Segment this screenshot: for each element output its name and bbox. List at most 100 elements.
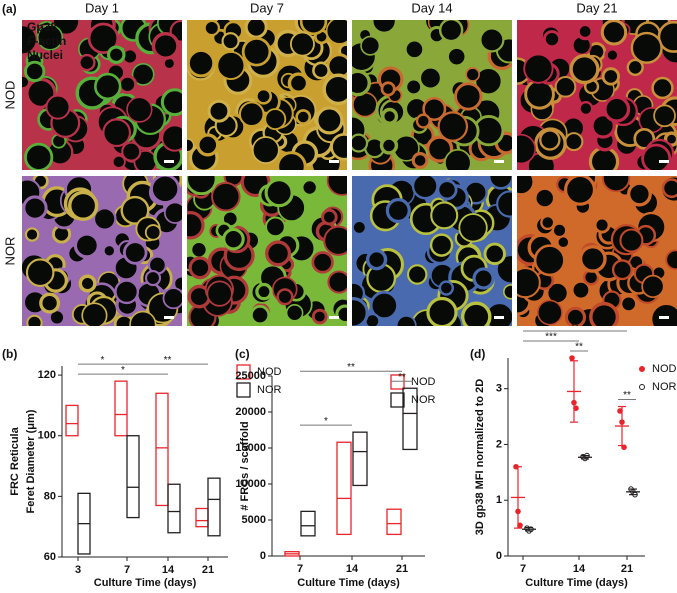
- cell: [604, 47, 621, 64]
- y-tick-label: 5000: [242, 514, 266, 526]
- y-tick-label: 120: [38, 369, 56, 381]
- range-box: [207, 477, 221, 537]
- cell: [465, 67, 481, 82]
- cell: [407, 264, 428, 285]
- cell: [445, 45, 468, 68]
- cell: [221, 32, 240, 51]
- cell: [312, 61, 331, 80]
- cell: [39, 292, 61, 314]
- range-box: [126, 435, 140, 519]
- cell: [24, 227, 40, 242]
- cell: [590, 113, 616, 139]
- x-axis-title: Culture Time (days): [525, 577, 628, 589]
- cell: [380, 81, 396, 97]
- cell: [117, 74, 138, 95]
- cell: [472, 267, 495, 290]
- cell: [45, 94, 71, 120]
- cell: [300, 178, 320, 197]
- cell: [330, 133, 347, 161]
- cell: [335, 304, 347, 325]
- cell: [188, 256, 212, 280]
- cell: [542, 30, 562, 49]
- y-tick-label: 2: [496, 438, 502, 450]
- range-box: [155, 392, 169, 507]
- significance-label: *: [121, 365, 125, 376]
- cell: [255, 282, 273, 301]
- legend-label: NOR: [652, 381, 677, 393]
- cell: [36, 24, 64, 51]
- cell: [321, 208, 338, 226]
- cell: [87, 22, 120, 55]
- column-header: Day 14: [411, 0, 452, 15]
- x-tick-label: 21: [621, 563, 633, 575]
- cell: [395, 315, 417, 326]
- micrograph: [22, 20, 182, 170]
- cell: [352, 219, 368, 236]
- y-tick-label: 25000: [235, 370, 266, 382]
- column-header: Day 7: [250, 0, 284, 15]
- cell: [379, 136, 399, 155]
- cell: [325, 20, 347, 45]
- scale-bar: [329, 160, 339, 163]
- cell: [458, 213, 488, 243]
- cell: [255, 87, 273, 105]
- row-label: NOD: [2, 81, 17, 110]
- cell: [517, 133, 537, 165]
- cell: [415, 113, 431, 129]
- cell: [49, 309, 65, 326]
- cell: [523, 53, 554, 84]
- cell: [78, 53, 96, 72]
- cell: [23, 60, 46, 83]
- cell: [438, 20, 464, 43]
- cell: [454, 82, 483, 111]
- cell: [151, 32, 180, 60]
- cell: [187, 211, 205, 240]
- cell: [443, 148, 472, 170]
- cell: [630, 31, 663, 64]
- cell: [418, 66, 443, 90]
- significance-label: **: [164, 355, 172, 366]
- cell: [600, 20, 628, 46]
- cell: [311, 251, 334, 274]
- cell: [564, 176, 597, 206]
- x-tick-label: 14: [346, 563, 359, 575]
- cell: [571, 280, 591, 300]
- cell: [322, 73, 347, 106]
- cell: [150, 176, 181, 204]
- cell: [244, 20, 268, 39]
- cell: [264, 178, 294, 208]
- micrograph: [22, 176, 182, 326]
- panel-label: (c): [235, 347, 250, 361]
- cell: [162, 287, 182, 310]
- y-tick-label: 1: [496, 494, 502, 506]
- point: [569, 355, 575, 361]
- cell: [404, 39, 425, 60]
- cell: [114, 279, 140, 305]
- cell: [405, 78, 422, 96]
- cell: [295, 109, 312, 125]
- cell: [92, 207, 117, 231]
- x-tick-label: 21: [202, 564, 214, 576]
- cell: [22, 24, 38, 55]
- cell: [619, 228, 644, 253]
- significance-label: *: [101, 355, 105, 366]
- cell: [627, 181, 652, 207]
- cell: [517, 267, 541, 299]
- cell: [101, 243, 117, 259]
- cell: [187, 48, 216, 78]
- x-tick-label: 14: [162, 564, 175, 576]
- cell: [611, 259, 633, 281]
- micrograph: [187, 176, 347, 326]
- scale-bar: [329, 316, 339, 319]
- y-tick-label: 10000: [235, 478, 266, 490]
- cell: [460, 301, 492, 326]
- cell: [601, 176, 631, 193]
- cell: [483, 242, 506, 266]
- cell: [365, 248, 388, 271]
- channel-label: Nuclei: [27, 48, 63, 62]
- scale-bar: [494, 316, 504, 319]
- cell: [438, 280, 454, 296]
- cell: [641, 274, 665, 299]
- range-box: [300, 510, 316, 537]
- cell: [111, 154, 126, 169]
